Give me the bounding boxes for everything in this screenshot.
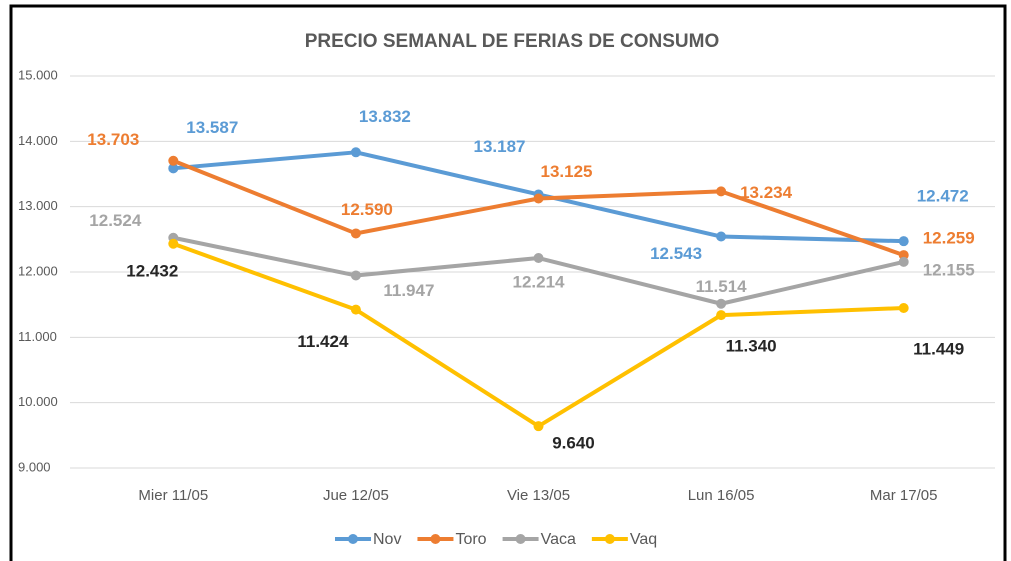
x-tick-label: Mier 11/05	[138, 487, 208, 504]
legend-marker	[348, 534, 358, 544]
data-label: 13.703	[87, 130, 139, 149]
data-label: 11.424	[297, 332, 349, 351]
data-label: 11.947	[383, 281, 434, 300]
point	[898, 302, 909, 313]
data-label: 11.449	[913, 339, 964, 358]
data-label: 12.432	[126, 261, 178, 280]
data-label: 12.590	[341, 200, 393, 219]
point	[716, 231, 727, 242]
point	[350, 147, 361, 158]
legend-label: Vaca	[541, 531, 576, 548]
data-label: 11.514	[696, 277, 748, 296]
x-tick-label: Vie 13/05	[507, 487, 570, 504]
data-label: 12.259	[923, 229, 975, 248]
legend-label: Vaq	[630, 531, 657, 548]
point	[533, 193, 544, 204]
data-label: 12.214	[513, 273, 566, 292]
series-line	[172, 235, 905, 306]
data-label: 12.524	[89, 211, 142, 230]
x-tick-label: Mar 17/05	[870, 487, 938, 504]
point	[716, 298, 727, 309]
y-tick-label: 14.000	[18, 133, 58, 148]
point	[350, 304, 361, 315]
chart-title: PRECIO SEMANAL DE FERIAS DE CONSUMO	[305, 31, 720, 52]
legend-label: Toro	[455, 531, 486, 548]
point	[168, 163, 179, 174]
data-label: 13.234	[740, 183, 793, 202]
point	[716, 310, 727, 321]
y-tick-label: 11.000	[18, 329, 57, 344]
data-label: 13.587	[186, 118, 238, 137]
point	[716, 186, 727, 197]
data-label: 13.187	[474, 137, 526, 156]
data-label: 12.155	[923, 260, 975, 279]
point	[168, 238, 179, 249]
y-tick-label: 9.000	[18, 459, 51, 474]
data-label: 12.543	[650, 244, 702, 263]
y-tick-label: 12.000	[18, 263, 58, 278]
point	[533, 421, 544, 432]
point	[350, 228, 361, 239]
data-label: 13.125	[541, 162, 593, 181]
point	[898, 256, 909, 267]
point	[350, 270, 361, 281]
legend-marker	[515, 534, 526, 544]
legend-marker	[430, 534, 441, 544]
point	[533, 253, 544, 264]
data-label: 11.340	[726, 337, 777, 356]
data-label: 13.832	[359, 107, 411, 126]
legend-label: Nov	[373, 531, 401, 548]
series-line	[172, 158, 905, 257]
legend-marker	[604, 534, 615, 544]
x-tick-label: Jue 12/05	[323, 487, 389, 504]
point	[898, 236, 909, 247]
series-line	[172, 241, 904, 429]
data-label: 9.640	[552, 434, 595, 453]
data-label: 12.472	[917, 187, 969, 206]
point	[168, 155, 179, 166]
frame	[9, 4, 1007, 561]
y-tick-label: 10.000	[18, 394, 58, 409]
x-tick-label: Lun 16/05	[688, 487, 755, 504]
y-tick-label: 13.000	[18, 198, 58, 213]
y-tick-label: 15.000	[18, 67, 58, 82]
